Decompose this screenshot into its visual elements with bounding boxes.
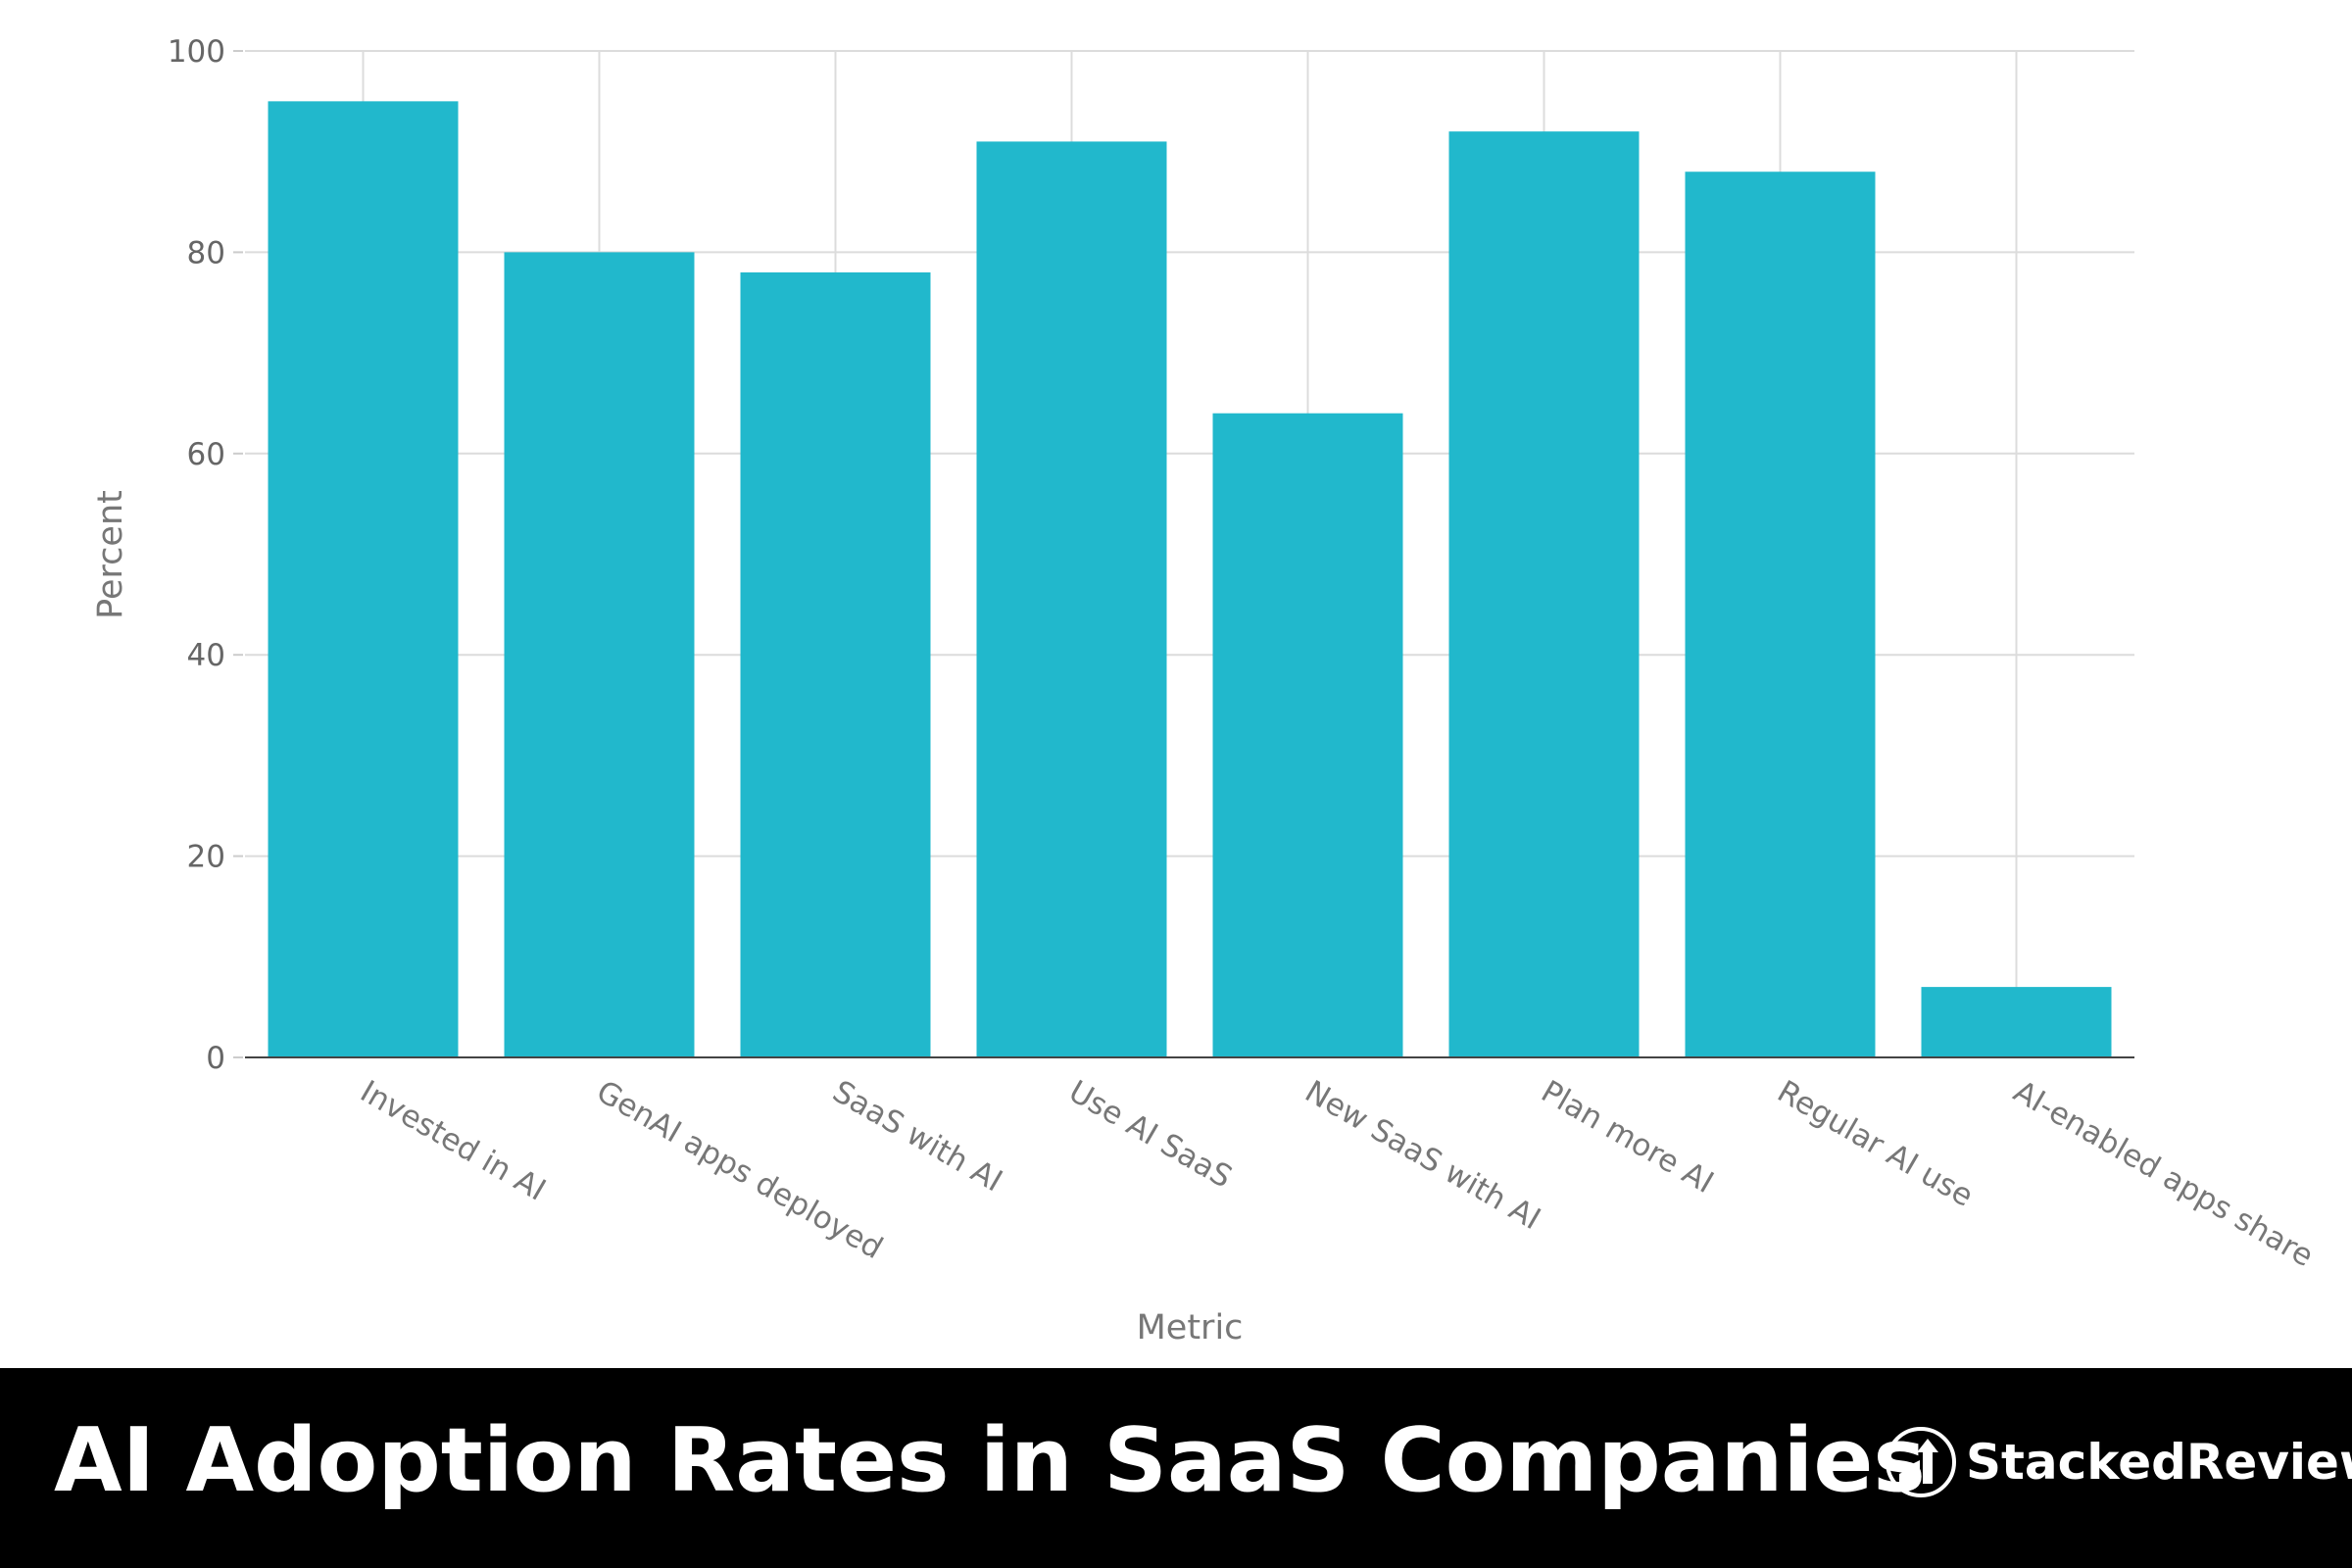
brand-logo: StackedReview (1884, 1425, 2352, 1499)
x-tick-label: Use AI SaaS (1063, 1074, 1238, 1196)
x-tick-label: AI-enabled apps share (2008, 1074, 2320, 1274)
x-tick-label: SaaS with AI (827, 1074, 1008, 1200)
bar (268, 101, 459, 1058)
title-banner: AI Adoption Rates in SaaS Companies Stac… (0, 1368, 2352, 1568)
bar (1448, 131, 1640, 1057)
bars (245, 101, 2134, 1058)
bar (976, 141, 1167, 1057)
x-tick-label: Invested in AI (355, 1074, 552, 1208)
chart-title: AI Adoption Rates in SaaS Companies (54, 1409, 1926, 1512)
x-tick-label: Plan more AI (1536, 1074, 1720, 1200)
x-axis-label: Metric (1137, 1308, 1244, 1348)
bar (504, 252, 695, 1057)
stacked-bars-logo-icon (1886, 1427, 1956, 1497)
brand-name: StackedReview (1966, 1434, 2352, 1491)
y-tick-label: 20 (187, 840, 225, 875)
y-axis-label: Percent (91, 490, 130, 619)
y-tick-label: 60 (187, 437, 225, 472)
y-tick-label: 0 (206, 1041, 225, 1076)
bar (740, 271, 931, 1057)
x-tick-label: New SaaS with AI (1299, 1074, 1546, 1238)
x-tick-label: Regular AI use (1772, 1074, 1980, 1214)
bar (1921, 987, 2112, 1057)
y-tick-label: 100 (168, 34, 225, 70)
bar (1212, 413, 1403, 1058)
bar (1685, 172, 1876, 1058)
bar-chart: 0 20 40 60 80 100 Invested in AI GenAI apps de… (91, 34, 2320, 1348)
y-tick-label: 80 (187, 235, 225, 270)
y-axis-ticks: 0 20 40 60 80 100 (168, 34, 243, 1076)
y-tick-label: 40 (187, 638, 225, 673)
